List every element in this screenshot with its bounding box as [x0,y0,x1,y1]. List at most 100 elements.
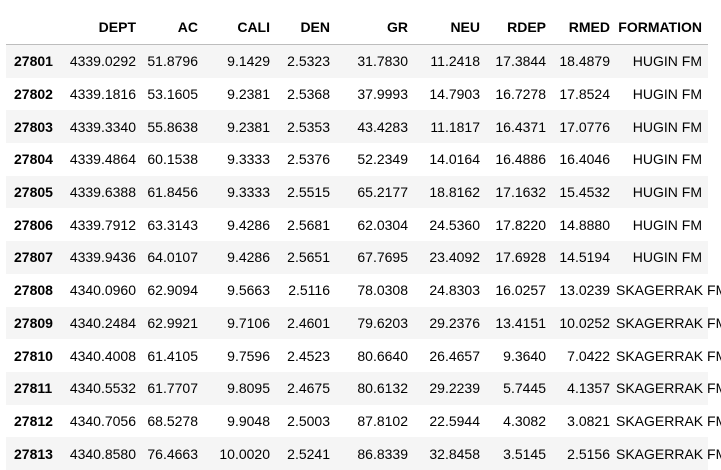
cell-formation: HUGIN FM [632,249,702,266]
cell-ac: 62.9921 [147,314,198,331]
cell-cali: 9.7596 [227,347,270,364]
cell-neu: 14.7903 [429,86,480,103]
cell-rmed: 18.4879 [559,53,610,70]
column-header-rmed: RMED [552,10,616,45]
row-index: 27804 [14,151,53,168]
cell-gr: 52.2349 [357,151,408,168]
cell-cali: 9.5663 [227,282,270,299]
cell-rmed: 4.1357 [567,380,610,397]
table-row: 27802 4339.1816 53.1605 9.2381 2.5368 37.9993… [6,77,708,111]
cell-den: 2.4601 [287,314,330,331]
cell-rdep: 16.0257 [495,282,546,299]
cell-dept: 4340.0960 [69,282,136,299]
cell-dept: 4340.7056 [69,412,136,429]
row-index: 27811 [14,380,53,397]
cell-ac: 61.7707 [147,380,198,397]
cell-den: 2.5003 [287,412,330,429]
cell-gr: 43.4283 [357,118,408,135]
cell-rmed: 14.8880 [559,216,610,233]
cell-cali: 9.1429 [227,53,270,70]
index-header [6,10,62,45]
table-row: 27809 4340.2484 62.9921 9.7106 2.4601 79.6203… [6,306,721,340]
cell-neu: 32.8458 [429,445,480,462]
column-header-ac: AC [142,10,204,45]
cell-dept: 4339.3340 [69,118,136,135]
table-row: 27805 4339.6388 61.8456 9.3333 2.5515 65.2177… [6,175,708,209]
cell-rmed: 16.4046 [559,151,610,168]
cell-formation: HUGIN FM [632,53,702,70]
cell-neu: 11.1817 [430,118,480,135]
table-header: DEPT AC CALI DEN GR NEU RDEP RMED FORMAT… [6,10,708,45]
cell-neu: 22.5944 [429,412,480,429]
cell-dept: 4340.2484 [69,314,136,331]
row-index: 27812 [14,412,53,429]
cell-rmed: 14.5194 [559,249,610,266]
cell-formation: SKAGERRAK FM [616,380,721,397]
cell-gr: 67.7695 [357,249,408,266]
cell-gr: 78.0308 [357,282,408,299]
cell-den: 2.5515 [287,184,330,201]
cell-dept: 4340.5532 [69,380,136,397]
cell-ac: 53.1605 [147,86,198,103]
cell-rdep: 3.5145 [503,445,546,462]
cell-rmed: 3.0821 [567,412,610,429]
cell-formation: HUGIN FM [632,118,702,135]
row-index: 27810 [14,347,53,364]
row-index: 27807 [14,249,53,266]
cell-den: 2.5323 [287,53,330,70]
cell-dept: 4339.0292 [69,53,136,70]
cell-neu: 26.4657 [429,347,480,364]
cell-rdep: 17.6928 [495,249,546,266]
cell-rmed: 13.0239 [559,282,610,299]
cell-rmed: 10.0252 [559,314,610,331]
table-row: 27804 4339.4864 60.1538 9.3333 2.5376 52.2349… [6,143,708,176]
table-row: 27810 4340.4008 61.4105 9.7596 2.4523 80.6640… [6,339,721,372]
column-header-gr: GR [336,10,414,45]
column-header-formation: FORMATION [616,10,708,45]
cell-neu: 14.0164 [429,151,480,168]
cell-formation: SKAGERRAK FM [616,412,721,429]
row-index: 27802 [14,86,53,103]
cell-dept: 4340.4008 [69,347,136,364]
cell-gr: 37.9993 [357,86,408,103]
cell-den: 2.4523 [287,347,330,364]
cell-dept: 4339.6388 [69,184,136,201]
cell-ac: 61.4105 [147,347,198,364]
cell-cali: 9.4286 [227,216,270,233]
row-index: 27809 [14,314,53,331]
column-header-neu: NEU [414,10,486,45]
column-header-dept: DEPT [62,10,142,45]
cell-rdep: 17.3844 [495,53,546,70]
row-index: 27803 [14,118,53,135]
table-row: 27811 4340.5532 61.7707 9.8095 2.4675 80.6132… [6,371,721,405]
cell-den: 2.5241 [287,445,330,462]
cell-dept: 4340.8580 [69,445,136,462]
cell-ac: 60.1538 [147,151,198,168]
cell-ac: 62.9094 [147,282,198,299]
cell-neu: 24.8303 [429,282,480,299]
cell-den: 2.5651 [287,249,330,266]
row-index: 27806 [14,216,53,233]
cell-cali: 9.4286 [227,249,270,266]
cell-rdep: 5.7445 [503,380,546,397]
cell-cali: 9.2381 [227,86,270,103]
cell-cali: 9.3333 [227,151,270,168]
cell-gr: 79.6203 [357,314,408,331]
cell-neu: 23.4092 [429,249,480,266]
cell-cali: 9.7106 [227,314,270,331]
cell-rdep: 16.7278 [495,86,546,103]
cell-ac: 55.8638 [147,118,198,135]
cell-den: 2.5681 [287,216,330,233]
cell-rdep: 13.4151 [495,314,546,331]
cell-rdep: 16.4886 [495,151,546,168]
cell-formation: SKAGERRAK FM [616,314,721,331]
cell-dept: 4339.7912 [69,216,136,233]
cell-gr: 80.6132 [357,380,408,397]
cell-ac: 68.5278 [147,412,198,429]
cell-rdep: 16.4371 [495,118,546,135]
cell-cali: 9.9048 [227,412,270,429]
cell-ac: 51.8796 [147,53,198,70]
dataframe-table: DEPT AC CALI DEN GR NEU RDEP RMED FORMAT… [6,10,721,470]
cell-den: 2.4675 [287,380,330,397]
cell-dept: 4339.4864 [69,151,136,168]
